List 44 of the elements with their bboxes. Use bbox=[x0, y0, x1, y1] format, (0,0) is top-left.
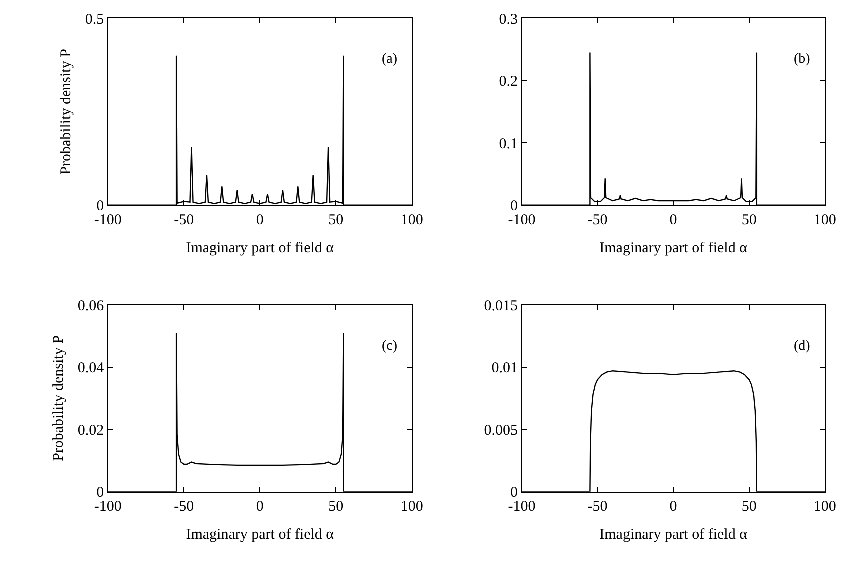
y-tick-label: 0.1 bbox=[499, 136, 518, 152]
x-tick-label: 50 bbox=[328, 212, 344, 228]
x-tick-label: -100 bbox=[94, 498, 122, 515]
y-tick-label: 0 bbox=[96, 198, 104, 215]
x-axis-title: Imaginary part of field α bbox=[186, 526, 334, 543]
x-tick-label: 0 bbox=[670, 212, 678, 228]
x-axis-title: Imaginary part of field α bbox=[600, 240, 748, 256]
x-tick-label: 100 bbox=[814, 498, 836, 515]
annotation: (b) bbox=[794, 52, 811, 67]
x-tick-label: -100 bbox=[94, 212, 122, 228]
annotation: (c) bbox=[382, 339, 398, 354]
x-tick-label: -100 bbox=[508, 498, 536, 515]
y-tick-label: 0.3 bbox=[499, 12, 518, 28]
x-tick-label: -50 bbox=[174, 212, 194, 228]
y-tick-label: 0.02 bbox=[78, 422, 104, 439]
x-tick-label: 50 bbox=[328, 498, 344, 515]
annotation: (a) bbox=[382, 52, 398, 67]
x-tick-label: 100 bbox=[814, 212, 836, 228]
x-tick-label: -100 bbox=[508, 212, 536, 228]
x-axis-title: Imaginary part of field α bbox=[600, 526, 748, 543]
y-axis-title: Probability density P bbox=[51, 336, 68, 462]
x-tick-label: 50 bbox=[742, 498, 757, 515]
y-tick-label: 0 bbox=[96, 485, 104, 502]
x-tick-label: 50 bbox=[742, 212, 757, 228]
x-axis-title: Imaginary part of field α bbox=[186, 240, 334, 256]
y-tick-label: 0 bbox=[510, 198, 518, 215]
y-tick-label: 0.2 bbox=[499, 74, 518, 90]
x-tick-label: 100 bbox=[400, 498, 424, 515]
x-tick-label: 100 bbox=[400, 212, 424, 228]
y-tick-label: 0.04 bbox=[78, 360, 105, 377]
x-tick-label: 0 bbox=[670, 498, 678, 515]
y-tick-label: 0.005 bbox=[484, 422, 518, 439]
x-tick-label: -50 bbox=[588, 498, 608, 515]
y-tick-label: 0.06 bbox=[78, 298, 105, 314]
x-tick-label: -50 bbox=[588, 212, 608, 228]
y-tick-label: 0.01 bbox=[492, 360, 518, 377]
y-tick-label: 0 bbox=[510, 485, 518, 502]
annotation: (d) bbox=[794, 339, 811, 354]
y-tick-label: 0.015 bbox=[484, 298, 518, 314]
x-tick-label: 0 bbox=[256, 212, 264, 228]
y-tick-label: 0.5 bbox=[85, 12, 104, 28]
x-tick-label: 0 bbox=[256, 498, 264, 515]
y-axis-title: Probability density P bbox=[58, 49, 75, 175]
x-tick-label: -50 bbox=[174, 498, 194, 515]
